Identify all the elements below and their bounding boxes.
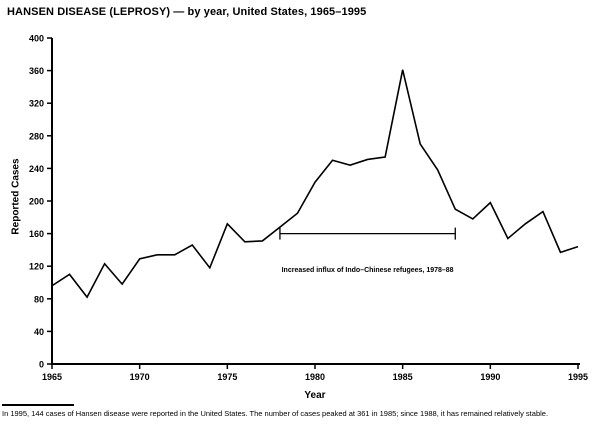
y-tick-label: 80	[34, 294, 44, 304]
annotation-label: Increased influx of Indo–Chinese refugee…	[282, 267, 454, 274]
x-tick-label: 1995	[568, 372, 588, 382]
data-line	[51, 69, 579, 299]
x-tick-label: 1990	[480, 372, 500, 382]
y-tick-label: 280	[29, 131, 44, 141]
y-tick-label: 160	[29, 229, 44, 239]
x-tick-label: 1965	[42, 372, 62, 382]
x-tick-label: 1985	[393, 372, 413, 382]
y-tick-label: 240	[29, 164, 44, 174]
x-tick-label: 1980	[305, 372, 325, 382]
y-tick-label: 200	[29, 197, 44, 207]
chart-title: HANSEN DISEASE (LEPROSY) — by year, Unit…	[7, 6, 367, 18]
footnote-rule	[2, 404, 74, 406]
x-tick-label: 1970	[130, 372, 150, 382]
y-tick-label: 0	[39, 360, 44, 370]
y-tick-label: 120	[29, 262, 44, 272]
y-tick-label: 360	[29, 66, 44, 76]
y-tick-label: 400	[29, 34, 44, 44]
x-axis-label: Year	[304, 390, 326, 401]
x-tick-label: 1975	[217, 372, 237, 382]
y-tick-label: 320	[29, 99, 44, 109]
y-tick-label: 40	[34, 327, 44, 337]
footnote-text: In 1995, 144 cases of Hansen disease wer…	[2, 409, 549, 418]
